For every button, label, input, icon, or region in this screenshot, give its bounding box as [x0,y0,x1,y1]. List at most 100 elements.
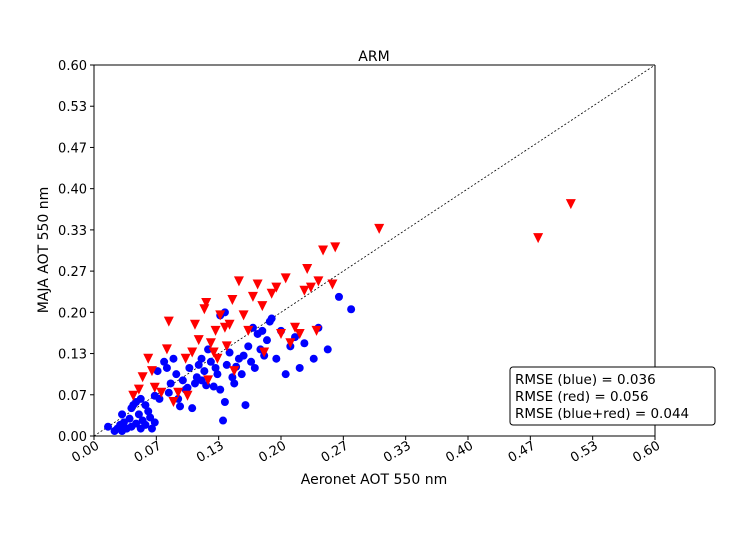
red-triangle-point [302,264,313,275]
y-axis-label: MAJA AOT 550 nm [36,187,52,314]
red-triangle-point [133,384,144,395]
blue-circle-point [230,379,239,388]
y-tick-label: 0.53 [58,100,87,115]
red-triangle-point [208,347,219,358]
red-triangle-point [252,279,263,290]
x-tick-label: 0.40 [443,438,476,465]
red-triangle-point [280,273,291,284]
red-triangle-point [205,338,216,349]
blue-circle-point [323,345,332,354]
blue-circle-point [144,407,153,416]
y-tick-label: 0.00 [58,430,87,445]
x-tick-label: 0.13 [194,438,227,465]
blue-circle-point [334,292,343,301]
blue-circle-point [141,401,150,410]
red-triangle-point [233,276,244,287]
blue-circle-point [188,404,197,413]
red-triangle-point [318,245,329,256]
blue-circle-point [176,402,185,411]
red-triangle-point [182,390,193,401]
blue-circle-point [190,379,199,388]
red-triangle-point [227,294,238,305]
blue-circle-point [172,370,181,379]
blue-circle-point [118,410,127,419]
red-triangle-point [210,325,221,336]
y-tick-label: 0.47 [58,141,87,156]
stats-box-frame [509,366,716,426]
x-tick-label: 0.47 [506,438,539,465]
red-triangle-point [259,347,270,358]
red-triangle-point [266,288,277,299]
blue-circle-point [200,367,209,376]
red-triangle-point [305,282,316,293]
red-triangle-point [143,353,154,364]
y-tick-label: 0.07 [58,389,87,404]
red-triangle-point [163,316,174,327]
stats-line-combined: RMSE (blue+red) = 0.044 [515,406,689,422]
blue-circle-point [141,420,150,429]
blue-circle-point [237,370,246,379]
blue-circle-point [213,370,222,379]
red-triangle-point [193,335,204,346]
x-tick-label: 0.60 [630,438,663,465]
blue-circle-point [185,363,194,372]
red-triangle-point [201,298,212,309]
x-tick-label: 0.53 [568,438,601,465]
data-points [104,199,576,436]
y-tick-label: 0.40 [58,183,87,198]
red-triangle-point [215,310,226,321]
red-triangle-point [285,338,296,349]
blue-circle-point [258,326,267,335]
y-tick-label: 0.33 [58,224,87,239]
chart-title: ARM [358,49,389,65]
blue-circle-point [160,357,169,366]
red-triangle-point [128,390,139,401]
blue-circle-point [125,414,134,423]
blue-circle-point [162,363,171,372]
red-triangle-point [180,353,191,364]
blue-circle-point [219,416,228,425]
red-triangle-point [257,301,268,312]
blue-circle-point [206,357,215,366]
red-triangle-point [294,328,305,339]
red-triangle-point [229,366,240,377]
stats-line-red: RMSE (red) = 0.056 [515,389,649,405]
red-triangle-point [168,396,179,407]
blue-circle-point [267,314,276,323]
red-triangle-point [221,341,232,352]
red-triangle-point [374,223,385,234]
blue-circle-point [134,410,143,419]
red-triangle-point [299,285,310,296]
blue-circle-point [247,357,256,366]
blue-circle-point [204,345,213,354]
blue-circle-point [272,354,281,363]
red-triangle-point [565,199,576,210]
red-triangle-point [212,353,223,364]
red-triangle-point [146,366,157,377]
blue-circle-point [166,379,175,388]
blue-circle-point [295,363,304,372]
x-axis-ticks: 0.00 0.07 0.13 0.20 0.27 0.33 0.40 0.47 0.53 0.60 [69,436,663,466]
y-tick-label: 0.60 [58,59,87,74]
blue-circle-point [241,401,250,410]
y-axis-ticks: 0.00 0.07 0.13 0.20 0.27 0.33 0.40 0.47 0.53 0.60 [58,59,94,445]
red-triangle-point [187,347,198,358]
red-triangle-point [327,279,338,290]
red-triangle-point [224,319,235,330]
red-triangle-point [330,242,341,253]
red-triangle-point [203,375,214,386]
red-triangle-point [313,276,324,287]
red-triangle-point [137,372,148,383]
blue-circle-point [209,382,218,391]
blue-circle-point [147,424,156,433]
blue-circle-point [194,360,203,369]
red-triangle-point [247,291,258,302]
blue-circle-point [222,360,231,369]
blue-circle-point [347,305,356,314]
blue-circle-point [164,388,173,397]
blue-circle-point [155,394,164,403]
blue-circle-point [216,385,225,394]
blue-circle-point [309,354,318,363]
blue-circle-point [178,376,187,385]
